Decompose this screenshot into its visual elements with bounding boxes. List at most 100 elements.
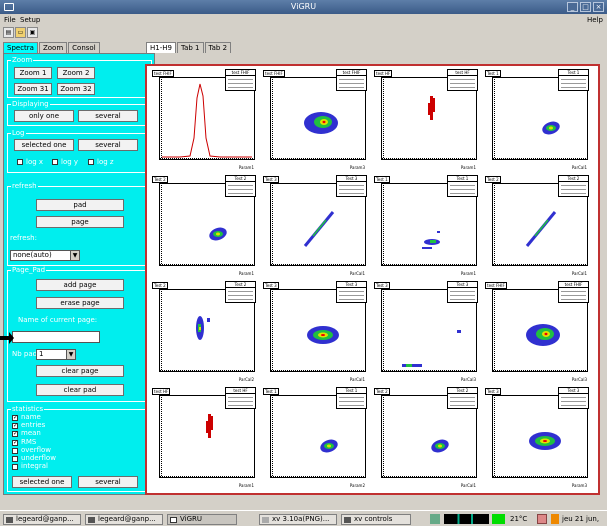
zoom-1-button[interactable]: Zoom 1: [14, 67, 52, 79]
histogram-pad[interactable]: Test 1 Test 1 ParCal1: [483, 68, 590, 172]
stat-checkbox-underflow[interactable]: [12, 456, 18, 462]
histogram-pad[interactable]: test FHIF test FHIF Param1: [150, 68, 257, 172]
erase-page-button[interactable]: erase page: [36, 297, 124, 309]
close-button[interactable]: ×: [593, 2, 604, 12]
log-x-checkbox[interactable]: [17, 159, 23, 165]
task-label: ViGRU: [180, 515, 202, 523]
tab-1[interactable]: Tab 1: [176, 42, 204, 53]
histogram-pad[interactable]: Test 2 Test 2 Param1: [150, 174, 257, 278]
add-page-button[interactable]: add page: [36, 279, 124, 291]
histogram-pad[interactable]: Test 2 Test 2 ParCal1: [372, 386, 479, 490]
window-menu-icon[interactable]: [4, 3, 14, 11]
histogram-plot: [209, 227, 227, 241]
refresh-label: refresh:: [10, 234, 37, 242]
notification-icon[interactable]: [551, 514, 559, 524]
stat-checkbox-overflow[interactable]: [12, 447, 18, 454]
stat-checkbox-entries[interactable]: ✓: [12, 422, 19, 430]
histogram-pad[interactable]: Test 3 Test 3 Param3: [483, 386, 590, 490]
folder-icon[interactable]: ▭: [15, 27, 26, 38]
log-y-checkbox[interactable]: [52, 159, 58, 165]
stats-several-button[interactable]: several: [78, 476, 138, 488]
maximize-button[interactable]: □: [580, 2, 591, 12]
task-terminal-1[interactable]: legeard@ganp...: [3, 514, 81, 525]
chevron-down-icon[interactable]: ▼: [70, 251, 79, 260]
several-button[interactable]: several: [78, 110, 138, 122]
save-icon[interactable]: ▣: [27, 27, 38, 38]
chevron-down-icon[interactable]: ▼: [66, 350, 75, 359]
stat-label-mean: mean: [21, 429, 41, 438]
histogram-pad[interactable]: Test 3 Test 3 ParCal1: [261, 174, 368, 278]
clear-pad-button[interactable]: clear pad: [36, 384, 124, 396]
stats-box-title: Test 2: [559, 176, 588, 182]
tab-spectra[interactable]: Spectra: [3, 42, 38, 53]
minimize-button[interactable]: _: [567, 2, 578, 12]
histogram-pad[interactable]: test HF test HF Param1: [372, 68, 479, 172]
clock[interactable]: jeu 21 jun,: [562, 515, 600, 523]
open-icon[interactable]: ▤: [3, 27, 14, 38]
histogram-pad[interactable]: Test 1 Test 1 Param2: [261, 386, 368, 490]
title-bar[interactable]: ViGRU _ □ ×: [0, 0, 607, 14]
stats-box: Test 3: [447, 281, 478, 303]
task-terminal-2[interactable]: legeard@ganp...: [85, 514, 163, 525]
only-one-button[interactable]: only one: [14, 110, 74, 122]
refresh-page-button[interactable]: page: [36, 216, 124, 228]
menu-file[interactable]: File: [4, 16, 16, 24]
x-axis: [381, 476, 477, 479]
tab-2[interactable]: Tab 2: [204, 42, 232, 53]
weather-icon[interactable]: [537, 514, 547, 524]
refresh-select[interactable]: none(auto) ▼: [10, 250, 80, 261]
network-icon[interactable]: [430, 514, 440, 524]
tab-zoom[interactable]: Zoom: [38, 42, 68, 53]
histogram-pad[interactable]: Test 1 Test 1 Param1: [372, 174, 479, 278]
menu-help[interactable]: Help: [587, 16, 603, 24]
histogram-pad[interactable]: Test 2 Test 2 ParCal2: [150, 280, 257, 384]
toolbar: ▤ ▭ ▣: [3, 27, 38, 39]
plot-frame: [381, 395, 477, 478]
x-axis-label: ParCal3: [571, 377, 587, 382]
page-name-input[interactable]: [12, 331, 100, 343]
tab-consol[interactable]: Consol: [68, 42, 100, 53]
task-xv-png[interactable]: xv 3.10a(PNG)...: [259, 514, 337, 525]
pad-title: test HF: [152, 388, 171, 395]
histogram-pad[interactable]: test FHIF test FHIF Param3: [261, 68, 368, 172]
x-axis: [159, 264, 255, 267]
histogram-pad[interactable]: test HF test HF Param1: [150, 386, 257, 490]
tab-h1-h9[interactable]: H1-H9: [146, 42, 176, 53]
stat-checkbox-RMS[interactable]: ✓: [12, 438, 19, 446]
task-vigru[interactable]: ViGRU: [167, 514, 237, 525]
log-several-button[interactable]: several: [78, 139, 138, 151]
x-axis-label: ParCal1: [349, 377, 365, 382]
x-axis: [492, 476, 588, 479]
stat-checkbox-integral[interactable]: [12, 464, 18, 471]
histogram-pad[interactable]: Test 2 Test 2 ParCal1: [483, 174, 590, 278]
zoom-2-button[interactable]: Zoom 2: [57, 67, 95, 79]
stat-label-integral: integral: [21, 462, 48, 471]
zoom-31-button[interactable]: Zoom 31: [14, 83, 52, 95]
page-pad-legend: Page_Pad: [11, 266, 47, 274]
x-axis: [270, 264, 366, 267]
histogram-pad[interactable]: Test 3 Test 3 ParCal1: [261, 280, 368, 384]
nb-pad-select[interactable]: 1 ▼: [36, 349, 76, 360]
x-axis-label: ParCal1: [571, 165, 587, 170]
stat-checkbox-mean[interactable]: ✓: [12, 430, 19, 438]
log-z-checkbox[interactable]: [88, 159, 94, 165]
clear-page-button[interactable]: clear page: [36, 365, 124, 377]
task-xv-controls[interactable]: xv controls: [341, 514, 411, 525]
histogram-canvas[interactable]: test FHIF test FHIF Param1 test FHIF test FH…: [145, 64, 600, 495]
histogram-pad[interactable]: test FHIF test FHIF ParCal3: [483, 280, 590, 384]
pad-title: Test 2: [485, 176, 501, 183]
stats-box-title: Test 2: [226, 176, 255, 182]
pad-title: test FHIF: [485, 282, 507, 289]
refresh-pad-button[interactable]: pad: [36, 199, 124, 211]
x-axis-label: Param1: [238, 165, 254, 170]
menu-setup[interactable]: Setup: [20, 16, 41, 24]
stat-label-RMS: RMS: [21, 437, 37, 446]
stats-selected-one-button[interactable]: selected one: [12, 476, 72, 488]
statistics-group: statistics ✓ name ✓ entries ✓ mean ✓ RMS overflo…: [7, 405, 152, 492]
x-axis-label: Param2: [349, 483, 365, 488]
histogram-pad[interactable]: Test 3 Test 3 ParCal3: [372, 280, 479, 384]
pad-title: Test 2: [374, 388, 390, 395]
stat-checkbox-name[interactable]: ✓: [12, 414, 19, 421]
log-selected-one-button[interactable]: selected one: [14, 139, 74, 151]
zoom-32-button[interactable]: Zoom 32: [57, 83, 95, 95]
